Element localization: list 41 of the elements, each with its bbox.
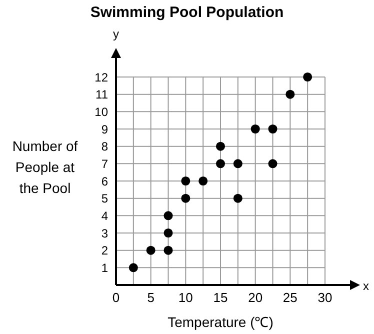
point <box>303 72 312 82</box>
y-tick-label: 12 <box>94 70 108 84</box>
point <box>268 159 278 168</box>
point <box>164 246 173 255</box>
y-axis-title: Number of People at the Pool <box>11 137 79 198</box>
x-tick-label: 5 <box>147 290 154 306</box>
y-tick-label: 6 <box>101 174 108 188</box>
x-tick-label: 10 <box>178 290 193 306</box>
y-tick-label: 2 <box>101 244 108 258</box>
point <box>164 228 173 238</box>
y-tick-label: 9 <box>101 122 108 136</box>
text: y <box>113 27 119 41</box>
point <box>198 176 208 186</box>
x-tick-label: 30 <box>318 290 332 306</box>
y-tick-label: 1 <box>101 260 108 275</box>
x-tick-label: 15 <box>213 290 228 306</box>
y-tick-label: 8 <box>101 140 108 154</box>
text: x <box>363 279 369 293</box>
x-tick-label: 25 <box>282 290 298 306</box>
x-tick-label: 0 <box>112 290 120 306</box>
point <box>216 142 226 151</box>
y-tick-label: 3 <box>101 226 108 240</box>
y-tick-label: 7 <box>101 156 108 171</box>
y-tick-label: 4 <box>101 208 108 223</box>
point <box>216 159 226 168</box>
point <box>250 124 260 134</box>
chart-title: Swimming Pool Population <box>89 4 285 21</box>
point <box>164 211 173 220</box>
point <box>233 194 242 203</box>
point <box>181 176 190 186</box>
point <box>286 90 295 99</box>
y-tick-label: 5 <box>101 192 108 206</box>
point <box>233 159 242 168</box>
y-tick-label: 11 <box>96 88 108 102</box>
point <box>268 124 278 134</box>
point <box>146 246 156 255</box>
x-axis-title: Temperature (℃) <box>166 313 274 331</box>
y-tick-label: 10 <box>94 104 108 119</box>
x-tick-label: 20 <box>248 290 263 306</box>
point <box>181 194 190 203</box>
point <box>128 263 138 272</box>
